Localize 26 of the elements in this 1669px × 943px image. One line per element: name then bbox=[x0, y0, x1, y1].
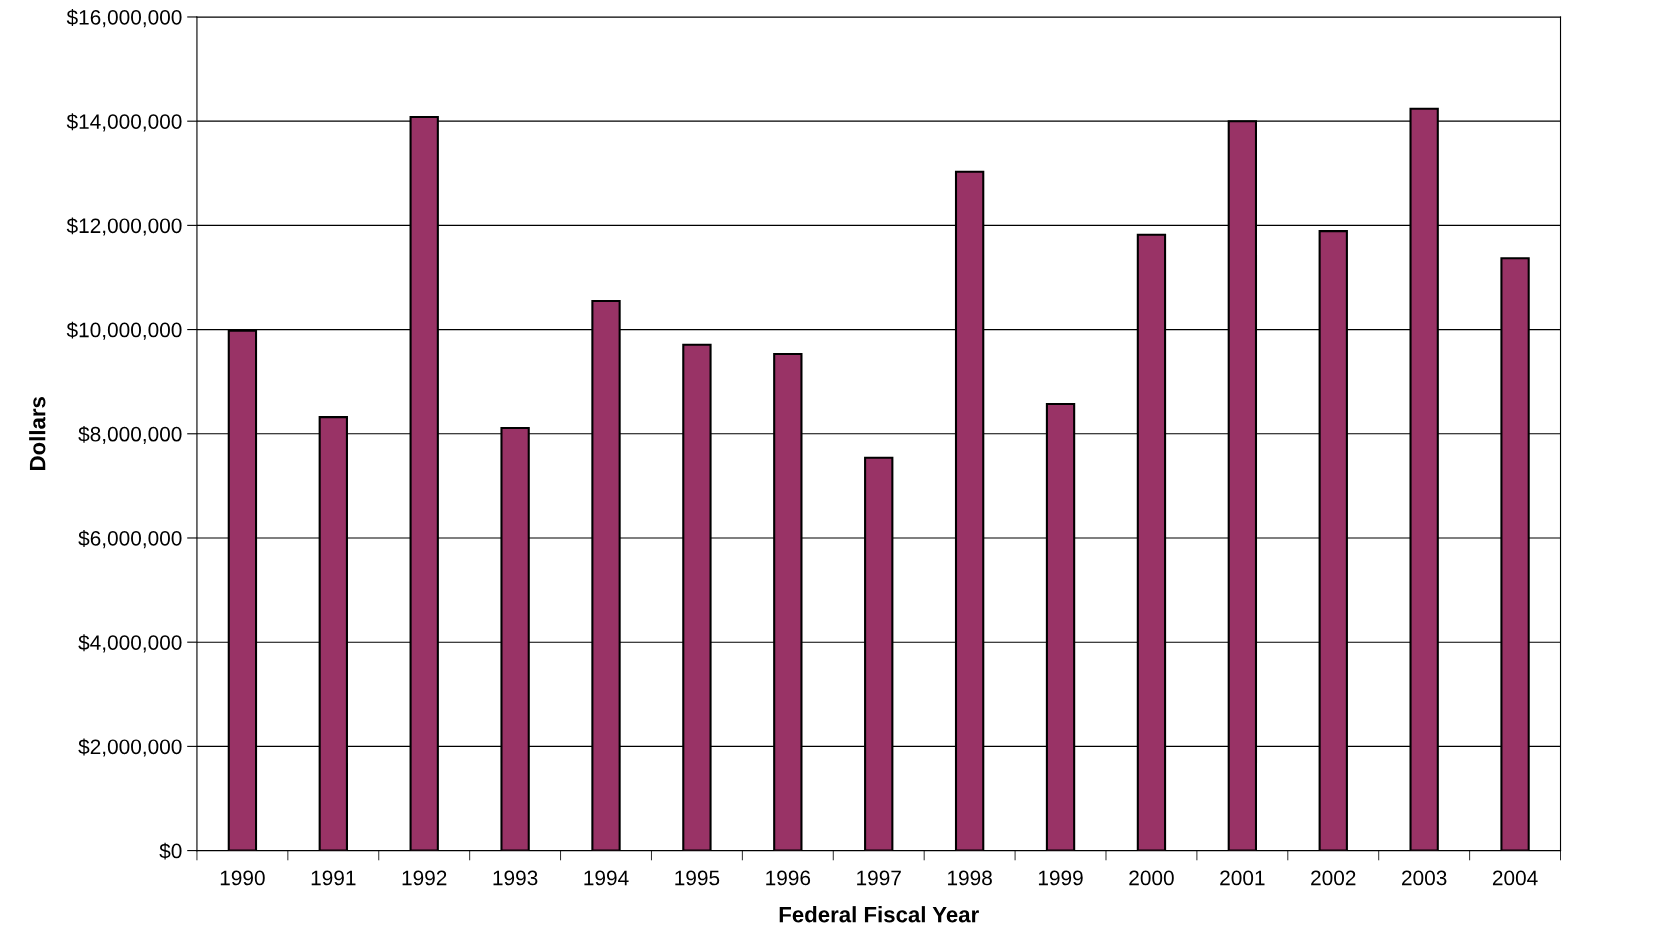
y-tick-label: $10,000,000 bbox=[66, 321, 182, 340]
x-tick-label: 1999 bbox=[1038, 870, 1083, 886]
x-tick-label: 1991 bbox=[311, 870, 356, 886]
x-tick-label: 1993 bbox=[493, 870, 538, 886]
x-tick-label: 2004 bbox=[1492, 870, 1538, 886]
y-tick-label: $4,000,000 bbox=[78, 634, 182, 653]
y-tick-label: $16,000,000 bbox=[66, 9, 182, 28]
x-tick-label: 1998 bbox=[948, 870, 992, 886]
x-tick-label: 1997 bbox=[857, 870, 901, 886]
x-tick-label: 1992 bbox=[402, 870, 447, 886]
x-tick-label: 1995 bbox=[675, 870, 720, 886]
x-tick-label: 1994 bbox=[584, 870, 629, 886]
y-tick-label: $2,000,000 bbox=[78, 738, 182, 757]
x-tick-label: 1996 bbox=[766, 870, 811, 886]
x-tick-label: 2000 bbox=[1129, 870, 1174, 886]
x-tick-label: 2001 bbox=[1220, 870, 1265, 886]
y-tick-label: $12,000,000 bbox=[66, 217, 182, 236]
y-tick-label: $0 bbox=[159, 842, 182, 860]
y-tick-label: $14,000,000 bbox=[66, 113, 182, 132]
x-tick-label: 2003 bbox=[1402, 870, 1447, 886]
x-tick-label: 2002 bbox=[1311, 870, 1356, 886]
y-tick-label: $8,000,000 bbox=[78, 425, 182, 444]
x-axis-title: Federal Fiscal Year bbox=[779, 906, 979, 923]
y-axis-title: Dollars bbox=[29, 397, 46, 470]
y-tick-label: $6,000,000 bbox=[78, 530, 182, 549]
x-tick-label: 1990 bbox=[220, 870, 265, 886]
